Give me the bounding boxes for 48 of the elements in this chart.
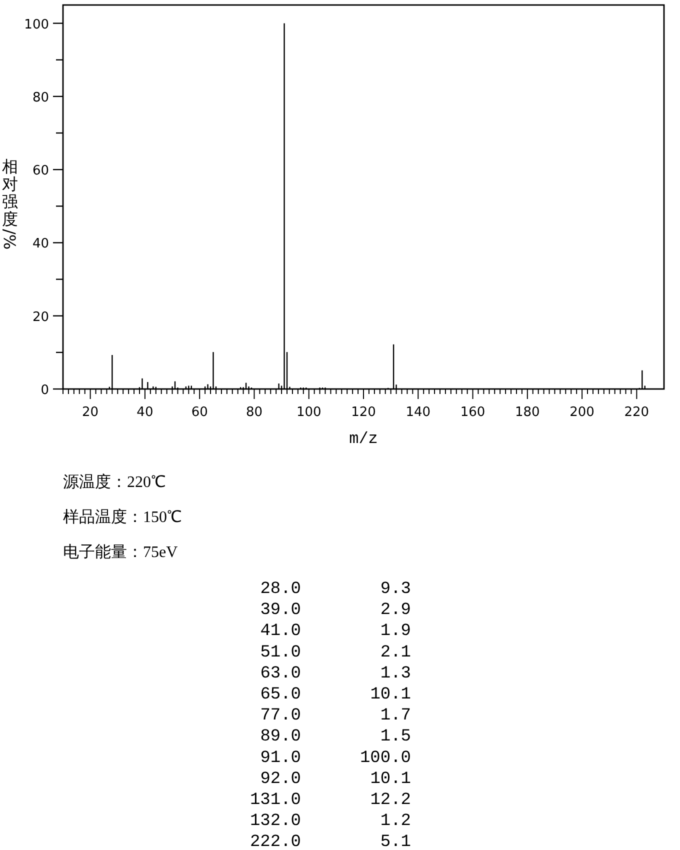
- x-tick-label: 180: [514, 405, 540, 420]
- text: 9.3: [380, 580, 411, 599]
- text: 92.0: [260, 770, 301, 789]
- y-tick-label: 60: [32, 164, 49, 179]
- y-tick-label: 80: [32, 90, 49, 106]
- y-tick-label: 40: [32, 236, 49, 252]
- text: 1.5: [380, 728, 411, 747]
- text: 41.0: [260, 622, 301, 642]
- y-tick-label: 20: [32, 310, 49, 325]
- x-tick-label: 160: [460, 405, 486, 420]
- text: 10.1: [370, 686, 411, 704]
- text: 电子能量：75eV: [63, 543, 178, 561]
- x-tick-label: 60: [191, 405, 208, 420]
- text: 样品温度：150℃: [63, 508, 182, 526]
- text: 63.0: [260, 664, 301, 684]
- x-tick-label: 220: [624, 405, 650, 420]
- text: 1.3: [380, 664, 411, 684]
- text: 28.0: [260, 580, 301, 599]
- text: 39.0: [260, 601, 301, 620]
- text: 12.2: [370, 791, 411, 810]
- y-tick-label: 100: [24, 17, 49, 32]
- text: 131.0: [250, 791, 301, 810]
- text: 10.1: [370, 770, 411, 789]
- text: 1.7: [380, 706, 411, 726]
- text: 2.1: [380, 643, 411, 662]
- text: 源温度：220℃: [63, 473, 166, 491]
- text: 65.0: [260, 686, 301, 704]
- y-tick-label: 0: [40, 383, 49, 398]
- x-tick-label: 100: [296, 405, 322, 420]
- x-tick-label: 140: [406, 405, 431, 420]
- x-tick-label: 80: [246, 405, 262, 420]
- text: 1.2: [380, 812, 411, 832]
- text: 1.9: [380, 622, 411, 642]
- x-tick-label: 20: [82, 405, 99, 420]
- x-tick-label: 40: [136, 405, 154, 420]
- text: 2.9: [380, 601, 411, 620]
- y-axis-title: 相对强度/%: [0, 157, 19, 250]
- text: 222.0: [250, 833, 301, 850]
- x-tick-label: 200: [570, 405, 594, 420]
- text: 77.0: [260, 706, 301, 726]
- x-axis-title: m/z: [349, 430, 378, 448]
- text: 51.0: [260, 643, 301, 662]
- text: 132.0: [250, 812, 301, 832]
- text: 89.0: [260, 728, 301, 747]
- text: 100.0: [360, 748, 411, 768]
- text: 91.0: [260, 748, 301, 768]
- x-tick-label: 120: [351, 405, 376, 420]
- text: 5.1: [380, 833, 411, 850]
